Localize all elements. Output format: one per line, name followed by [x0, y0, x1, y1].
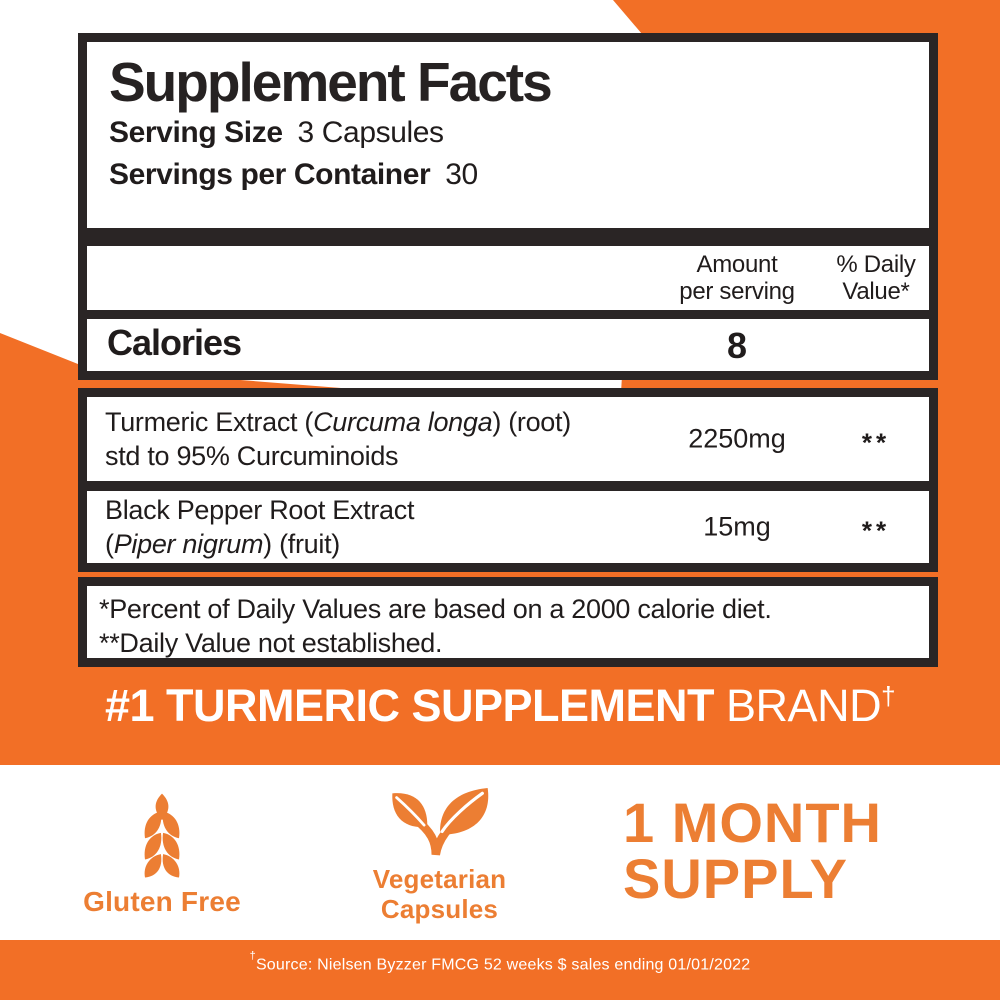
ingredient-name: Black Pepper Root Extract (Piper nigrum)…	[105, 493, 414, 561]
vegetarian-label-line2: Capsules	[380, 894, 499, 924]
wheat-icon	[128, 793, 196, 882]
calories-value: 8	[726, 325, 748, 366]
footnote-daily-values: *Percent of Daily Values are based on a …	[99, 594, 772, 624]
amount-calories-box: Amount per serving % Daily Value* Calori…	[78, 237, 938, 380]
serving-size-line: Serving Size 3 Capsules	[109, 112, 929, 154]
banner-number: #1	[104, 680, 155, 731]
banner-dagger: †	[881, 681, 896, 711]
ingredient-name: Turmeric Extract (Curcuma longa) (root) …	[105, 405, 571, 473]
column-header-row: Amount per serving % Daily Value*	[87, 246, 929, 310]
panel-title: Supplement Facts	[109, 51, 553, 113]
calories-label: Calories	[107, 322, 242, 363]
servings-per-container-value: 30	[445, 158, 478, 191]
footnote-box: *Percent of Daily Values are based on a …	[78, 577, 938, 667]
ingredient-row-turmeric: Turmeric Extract (Curcuma longa) (root) …	[87, 397, 929, 481]
leaves-icon	[387, 788, 493, 863]
daily-value-column-header: % Daily Value*	[820, 251, 932, 305]
dv-header-line2: Value*	[842, 278, 910, 305]
footnote-not-established: **Daily Value not established.	[99, 628, 443, 658]
dv-header-line1: % Daily	[836, 251, 916, 278]
vegetarian-capsules-badge: Vegetarian Capsules	[352, 787, 527, 924]
calories-row: Calories 8	[87, 319, 929, 371]
amount-column-header: Amount per serving	[647, 251, 827, 305]
ingredient-name-line1: Black Pepper Root Extract	[105, 495, 415, 525]
footer-source-text: Source: Nielsen Byzzer FMCG 52 weeks $ s…	[255, 956, 751, 974]
servings-per-container-label: Servings per Container	[109, 158, 431, 191]
gluten-free-badge: Gluten Free	[78, 792, 246, 918]
serving-size-label: Serving Size	[109, 116, 283, 149]
ingredient-name-line2: std to 95% Curcuminoids	[105, 441, 399, 471]
amount-header-line1: Amount	[696, 251, 778, 278]
ingredients-box: Turmeric Extract (Curcuma longa) (root) …	[78, 388, 938, 572]
source-note: †Source: Nielsen Byzzer FMCG 52 weeks $ …	[0, 940, 1000, 974]
ingredient-name-line2: (Piper nigrum) (fruit)	[105, 529, 340, 559]
footer-strip: †Source: Nielsen Byzzer FMCG 52 weeks $ …	[0, 940, 1000, 1000]
vegetarian-label-line1: Vegetarian	[372, 864, 507, 894]
amount-header-line2: per serving	[679, 278, 795, 305]
serving-size-value: 3 Capsules	[297, 116, 444, 149]
banner-bold-text: TURMERIC SUPPLEMENT	[166, 680, 715, 731]
servings-per-container-line: Servings per Container 30	[109, 154, 929, 196]
divider-rule	[87, 481, 929, 491]
divider-rule	[87, 310, 929, 319]
one-month-supply-badge: 1 MONTH SUPPLY	[623, 795, 882, 907]
ingredient-daily-value: **	[861, 515, 891, 546]
ingredient-daily-value: **	[861, 427, 891, 458]
title-box: Supplement Facts Serving Size 3 Capsules…	[78, 33, 938, 237]
brand-claim-banner: #1 TURMERIC SUPPLEMENT BRAND†	[0, 673, 1000, 745]
supplement-facts-panel: Supplement Facts Serving Size 3 Capsules…	[78, 33, 938, 667]
supply-line2: SUPPLY	[623, 847, 848, 910]
footer-dagger: †	[249, 950, 256, 962]
ingredient-name-line1: Turmeric Extract (Curcuma longa) (root)	[105, 407, 571, 437]
supply-line1: 1 MONTH	[623, 791, 882, 854]
banner-light-text: BRAND	[726, 680, 882, 731]
ingredient-row-black-pepper: Black Pepper Root Extract (Piper nigrum)…	[87, 491, 929, 563]
ingredient-amount: 2250mg	[688, 423, 786, 454]
ingredient-amount: 15mg	[703, 511, 771, 542]
gluten-free-label: Gluten Free	[83, 886, 241, 917]
